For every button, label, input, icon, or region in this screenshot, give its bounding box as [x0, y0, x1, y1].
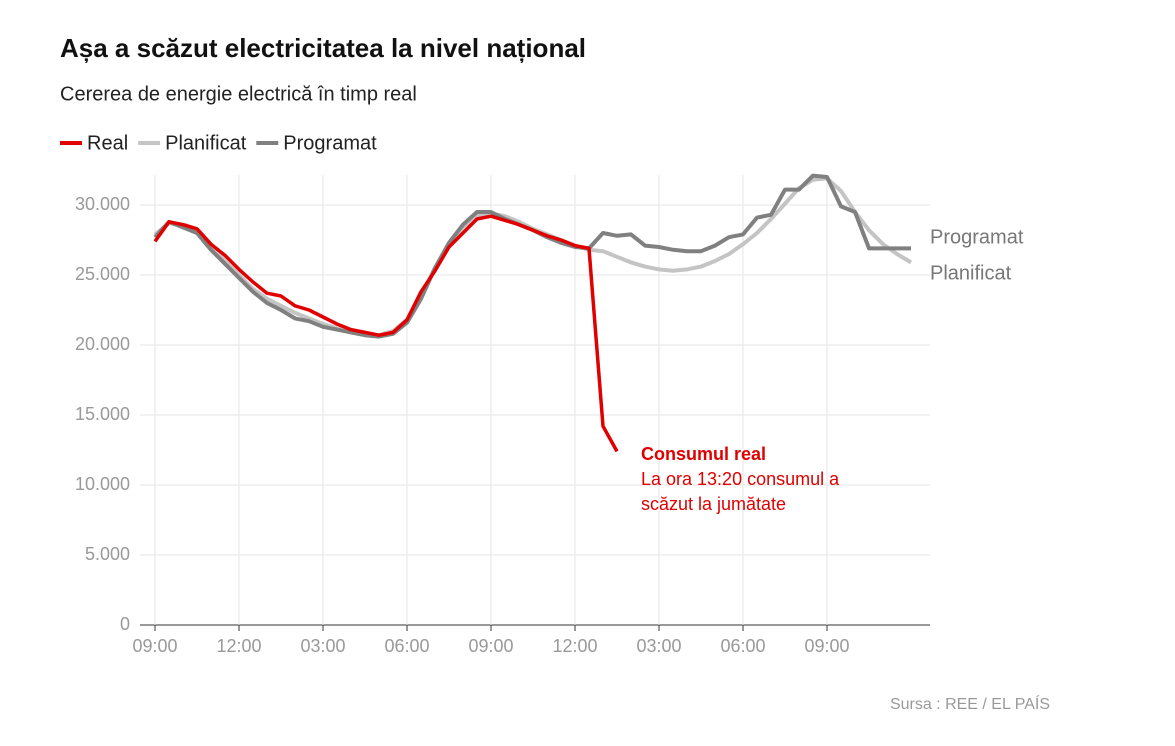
- y-tick-label: 15.000: [75, 404, 130, 424]
- chart-title: Așa a scăzut electricitatea la nivel naț…: [60, 33, 586, 63]
- x-tick-label: 06:00: [720, 636, 765, 656]
- legend-label: Planificat: [165, 132, 247, 154]
- y-tick-label: 25.000: [75, 264, 130, 284]
- y-tick-label: 0: [120, 614, 130, 634]
- x-tick-label: 09:00: [468, 636, 513, 656]
- x-tick-label: 09:00: [132, 636, 177, 656]
- x-tick-label: 03:00: [636, 636, 681, 656]
- x-tick-label: 12:00: [216, 636, 261, 656]
- annotation-text: scăzut la jumătate: [641, 494, 786, 514]
- series-line: [153, 176, 913, 338]
- x-tick-label: 06:00: [384, 636, 429, 656]
- legend-label: Real: [87, 132, 128, 154]
- y-tick-label: 5.000: [85, 544, 130, 564]
- y-tick-label: 20.000: [75, 334, 130, 354]
- x-tick-label: 09:00: [804, 636, 849, 656]
- series-line: [153, 173, 911, 339]
- end-label: Programat: [930, 226, 1024, 248]
- y-tick-label: 30.000: [75, 194, 130, 214]
- y-tick-label: 10.000: [75, 474, 130, 494]
- end-label: Planificat: [930, 262, 1012, 284]
- annotation-text: La ora 13:20 consumul a: [641, 469, 840, 489]
- legend-label: Programat: [283, 132, 377, 154]
- x-tick-label: 03:00: [300, 636, 345, 656]
- source: Sursa : REE / EL PAÍS: [890, 694, 1050, 713]
- series-line: [153, 214, 619, 453]
- chart-subtitle: Cererea de energie electrică în timp rea…: [60, 83, 417, 105]
- annotation-title: Consumul real: [641, 444, 766, 464]
- x-tick-label: 12:00: [552, 636, 597, 656]
